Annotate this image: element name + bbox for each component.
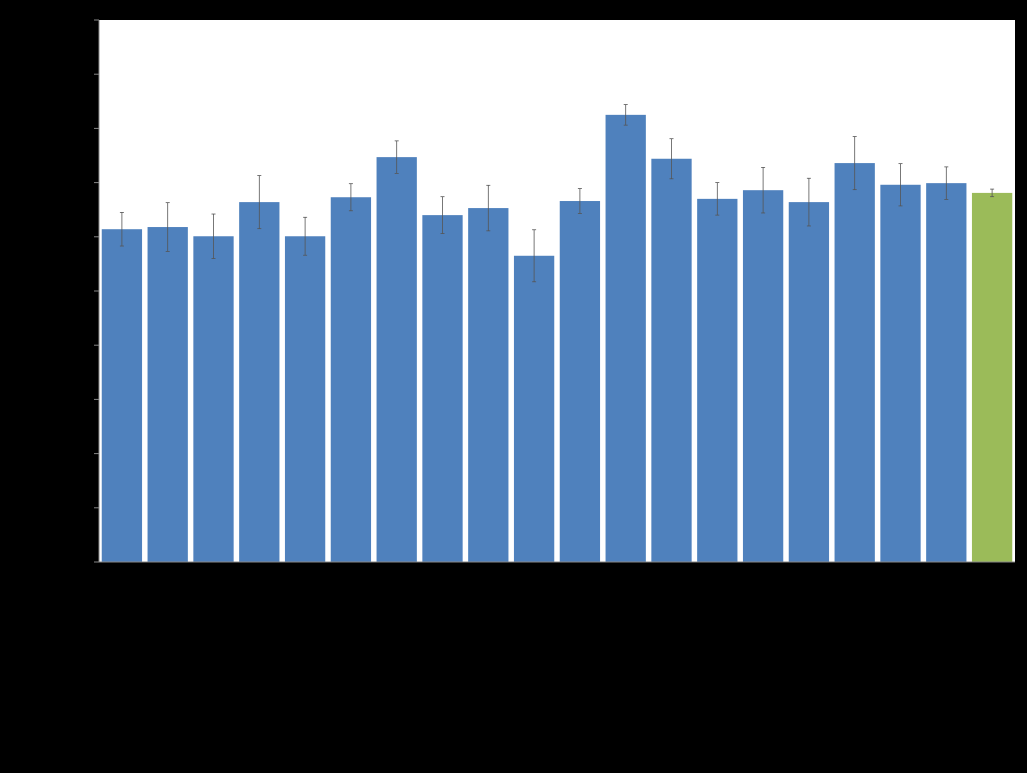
error-bar bbox=[348, 183, 353, 212]
bar bbox=[559, 201, 601, 562]
bar bbox=[330, 197, 372, 562]
error-bar bbox=[486, 184, 491, 232]
error-bar bbox=[165, 202, 170, 252]
error-bar bbox=[577, 188, 582, 214]
bar bbox=[788, 202, 830, 562]
bar bbox=[239, 202, 280, 562]
bar bbox=[880, 184, 921, 562]
error-bar bbox=[532, 229, 537, 283]
error-bar bbox=[669, 138, 674, 180]
bar bbox=[834, 163, 875, 562]
plot-area bbox=[99, 20, 1015, 562]
bar bbox=[376, 157, 417, 562]
error-bar bbox=[119, 212, 124, 247]
error-bar bbox=[944, 166, 949, 200]
error-bar bbox=[761, 167, 766, 214]
error-bar bbox=[623, 104, 628, 126]
error-bar bbox=[440, 196, 445, 234]
bar bbox=[971, 192, 1013, 562]
error-bar bbox=[898, 163, 903, 207]
bar bbox=[147, 227, 188, 562]
bar bbox=[101, 229, 143, 562]
error-bar bbox=[806, 177, 811, 227]
bar bbox=[513, 255, 555, 562]
bar bbox=[422, 215, 463, 562]
error-bar bbox=[715, 182, 720, 216]
error-bar bbox=[257, 175, 262, 230]
bar bbox=[193, 236, 234, 562]
error-bar bbox=[211, 213, 216, 259]
bar bbox=[605, 114, 646, 562]
bar bbox=[284, 236, 326, 562]
error-bar bbox=[990, 188, 995, 198]
bar bbox=[651, 158, 692, 562]
error-bar bbox=[852, 136, 857, 191]
bar bbox=[926, 183, 967, 562]
error-bar bbox=[394, 140, 399, 174]
bar bbox=[468, 208, 509, 562]
error-bar bbox=[303, 216, 308, 256]
bar bbox=[697, 198, 738, 563]
bar bbox=[742, 190, 784, 563]
